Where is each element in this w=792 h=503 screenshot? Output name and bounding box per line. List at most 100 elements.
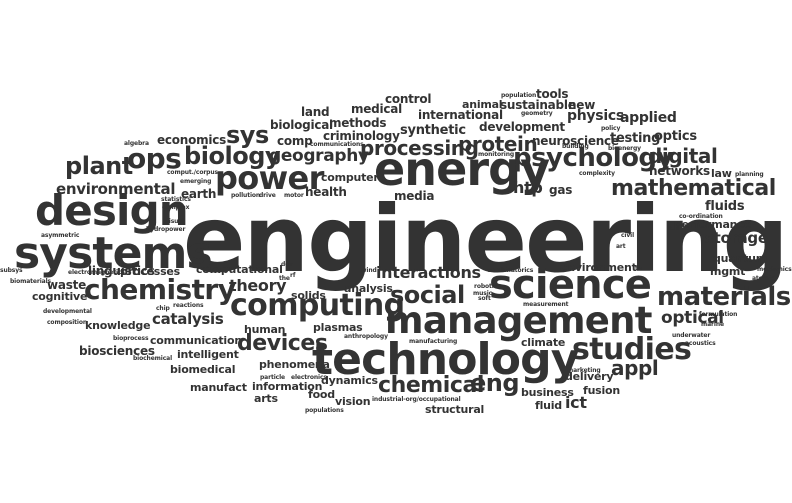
cloud-word: linguistics xyxy=(88,264,155,278)
cloud-word: appl xyxy=(611,356,659,380)
cloud-word: underwater xyxy=(672,332,711,339)
cloud-word: pollution xyxy=(231,192,261,199)
cloud-word: fluid xyxy=(535,399,562,412)
cloud-word: policy xyxy=(601,125,621,132)
cloud-word: monitoring xyxy=(478,151,515,158)
cloud-word: intelligent xyxy=(177,348,239,361)
cloud-word: robotics xyxy=(474,283,501,290)
cloud-word: structural xyxy=(425,403,485,416)
cloud-word: waste xyxy=(47,278,87,292)
cloud-word: human xyxy=(244,323,286,336)
cloud-word: methods xyxy=(329,116,387,130)
cloud-word: soft xyxy=(478,295,491,302)
cloud-word: phenomena xyxy=(259,358,330,371)
cloud-word: business xyxy=(521,386,574,399)
cloud-word: science xyxy=(489,262,652,308)
cloud-word: mgmt xyxy=(710,265,746,278)
cloud-word: marketing xyxy=(567,367,601,374)
cloud-word: planning xyxy=(735,171,764,178)
cloud-word: devices xyxy=(237,331,328,356)
cloud-word: economics xyxy=(157,133,226,147)
cloud-word: civil xyxy=(621,232,635,239)
cloud-word: environmental xyxy=(56,180,176,198)
cloud-word: industrial-org/occupational xyxy=(372,396,461,403)
cloud-word: theory xyxy=(229,276,287,295)
cloud-word: geography xyxy=(269,146,369,166)
cloud-word: synthetic xyxy=(400,123,466,138)
cloud-word: drive xyxy=(259,192,276,199)
cloud-word: neuroscience xyxy=(532,134,619,148)
cloud-word: medical xyxy=(351,102,402,116)
cloud-word: dynamics xyxy=(321,374,378,387)
cloud-word: htp xyxy=(513,178,543,197)
cloud-word: emerging xyxy=(180,178,212,185)
cloud-word: biology xyxy=(184,142,281,170)
cloud-word: gas xyxy=(549,183,573,197)
cloud-word: mathematical xyxy=(611,176,776,201)
cloud-word: bioenergy xyxy=(608,145,641,152)
cloud-word: art xyxy=(616,243,626,250)
cloud-word: anthropology xyxy=(344,333,388,340)
cloud-word: asymmetric xyxy=(41,232,80,239)
cloud-word: biochemical xyxy=(133,355,173,362)
cloud-word: acoustics xyxy=(685,340,716,347)
cloud-word: composition xyxy=(47,319,87,326)
cloud-word: optical xyxy=(661,308,724,328)
cloud-word: combinatorics xyxy=(487,267,534,274)
cloud-word: population xyxy=(501,92,537,99)
cloud-word: animal xyxy=(462,98,503,111)
cloud-word: atomic xyxy=(752,275,775,282)
cloud-word: climate xyxy=(521,336,566,349)
cloud-word: energy xyxy=(374,142,550,196)
cloud-word: electronics xyxy=(291,374,327,381)
cloud-word: ict xyxy=(565,393,587,412)
cloud-word: psychology xyxy=(513,143,673,173)
cloud-word: sys xyxy=(226,121,269,149)
cloud-word: fusion xyxy=(583,384,621,397)
cloud-word: communication xyxy=(150,334,242,347)
cloud-word: sustainable xyxy=(500,98,576,112)
cloud-word: power xyxy=(215,159,324,197)
cloud-word: arts xyxy=(254,392,278,405)
cloud-word: chemistry xyxy=(84,273,236,306)
cloud-word: land xyxy=(301,105,330,119)
cloud-word: management xyxy=(385,299,652,342)
cloud-word: social xyxy=(390,281,465,309)
cloud-word: hydropower xyxy=(146,226,186,233)
cloud-word: manufacturing xyxy=(409,338,458,345)
cloud-word: particle xyxy=(260,374,285,381)
cloud-word: solids xyxy=(291,289,326,302)
cloud-word: performance xyxy=(674,218,751,231)
cloud-word: electromagnetics xyxy=(68,269,125,276)
cloud-word: complex xyxy=(162,204,190,211)
cloud-word: populations xyxy=(305,407,344,414)
cloud-word: optics xyxy=(654,129,697,144)
cloud-word: environment xyxy=(560,261,637,274)
cloud-word: chip xyxy=(156,305,170,312)
cloud-word: storage xyxy=(705,229,768,247)
cloud-word: knowledge xyxy=(85,319,151,332)
cloud-word: processing xyxy=(360,136,479,160)
cloud-word: interactions xyxy=(376,263,481,282)
cloud-word: manufact xyxy=(190,381,247,394)
cloud-word: wind xyxy=(361,267,377,274)
cloud-word: subsys xyxy=(0,267,23,274)
cloud-word: bioprocess xyxy=(113,335,149,342)
cloud-word: eng xyxy=(470,369,520,397)
cloud-word: networks xyxy=(649,164,710,178)
cloud-word: systems xyxy=(14,228,213,279)
cloud-word: co-ordination xyxy=(679,213,723,220)
cloud-word: vision xyxy=(335,395,371,408)
cloud-word: marine xyxy=(701,321,724,328)
cloud-word: geometry xyxy=(521,110,553,117)
cloud-word: computing xyxy=(230,288,405,323)
cloud-word: development xyxy=(479,120,565,134)
cloud-word: rf xyxy=(290,272,296,279)
cloud-word: studies xyxy=(572,332,692,367)
cloud-word: dev xyxy=(281,261,293,268)
cloud-word: developmental xyxy=(43,308,92,315)
cloud-word: communications xyxy=(310,141,364,148)
cloud-word: delivery xyxy=(565,370,614,383)
cloud-word: soil xyxy=(668,225,680,232)
cloud-word: criminology xyxy=(323,129,400,143)
